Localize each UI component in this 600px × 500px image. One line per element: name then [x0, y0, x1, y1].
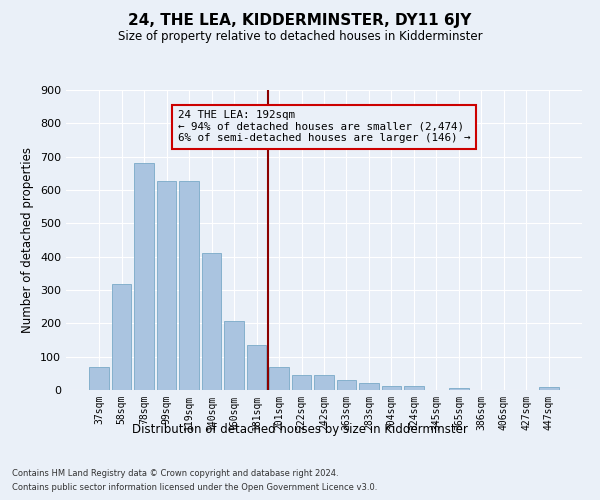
Bar	[202, 254, 221, 390]
Bar	[269, 368, 289, 390]
Bar	[337, 380, 356, 390]
Y-axis label: Number of detached properties: Number of detached properties	[22, 147, 34, 333]
Bar	[314, 375, 334, 390]
Bar	[247, 345, 266, 390]
Bar	[134, 164, 154, 390]
Bar	[179, 180, 199, 390]
Text: 24 THE LEA: 192sqm
← 94% of detached houses are smaller (2,474)
6% of semi-detac: 24 THE LEA: 192sqm ← 94% of detached hou…	[178, 110, 470, 143]
Bar	[157, 180, 176, 390]
Bar	[224, 321, 244, 390]
Bar	[404, 386, 424, 390]
Bar	[112, 284, 131, 390]
Bar	[449, 388, 469, 390]
Text: Size of property relative to detached houses in Kidderminster: Size of property relative to detached ho…	[118, 30, 482, 43]
Bar	[89, 366, 109, 390]
Text: Distribution of detached houses by size in Kidderminster: Distribution of detached houses by size …	[132, 422, 468, 436]
Text: Contains public sector information licensed under the Open Government Licence v3: Contains public sector information licen…	[12, 484, 377, 492]
Bar	[359, 382, 379, 390]
Text: 24, THE LEA, KIDDERMINSTER, DY11 6JY: 24, THE LEA, KIDDERMINSTER, DY11 6JY	[128, 12, 472, 28]
Bar	[382, 386, 401, 390]
Bar	[292, 375, 311, 390]
Bar	[539, 388, 559, 390]
Text: Contains HM Land Registry data © Crown copyright and database right 2024.: Contains HM Land Registry data © Crown c…	[12, 468, 338, 477]
